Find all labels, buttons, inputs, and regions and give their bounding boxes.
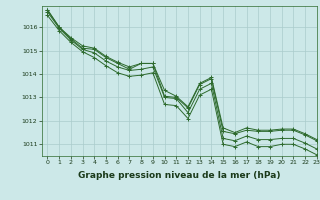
- X-axis label: Graphe pression niveau de la mer (hPa): Graphe pression niveau de la mer (hPa): [78, 171, 280, 180]
